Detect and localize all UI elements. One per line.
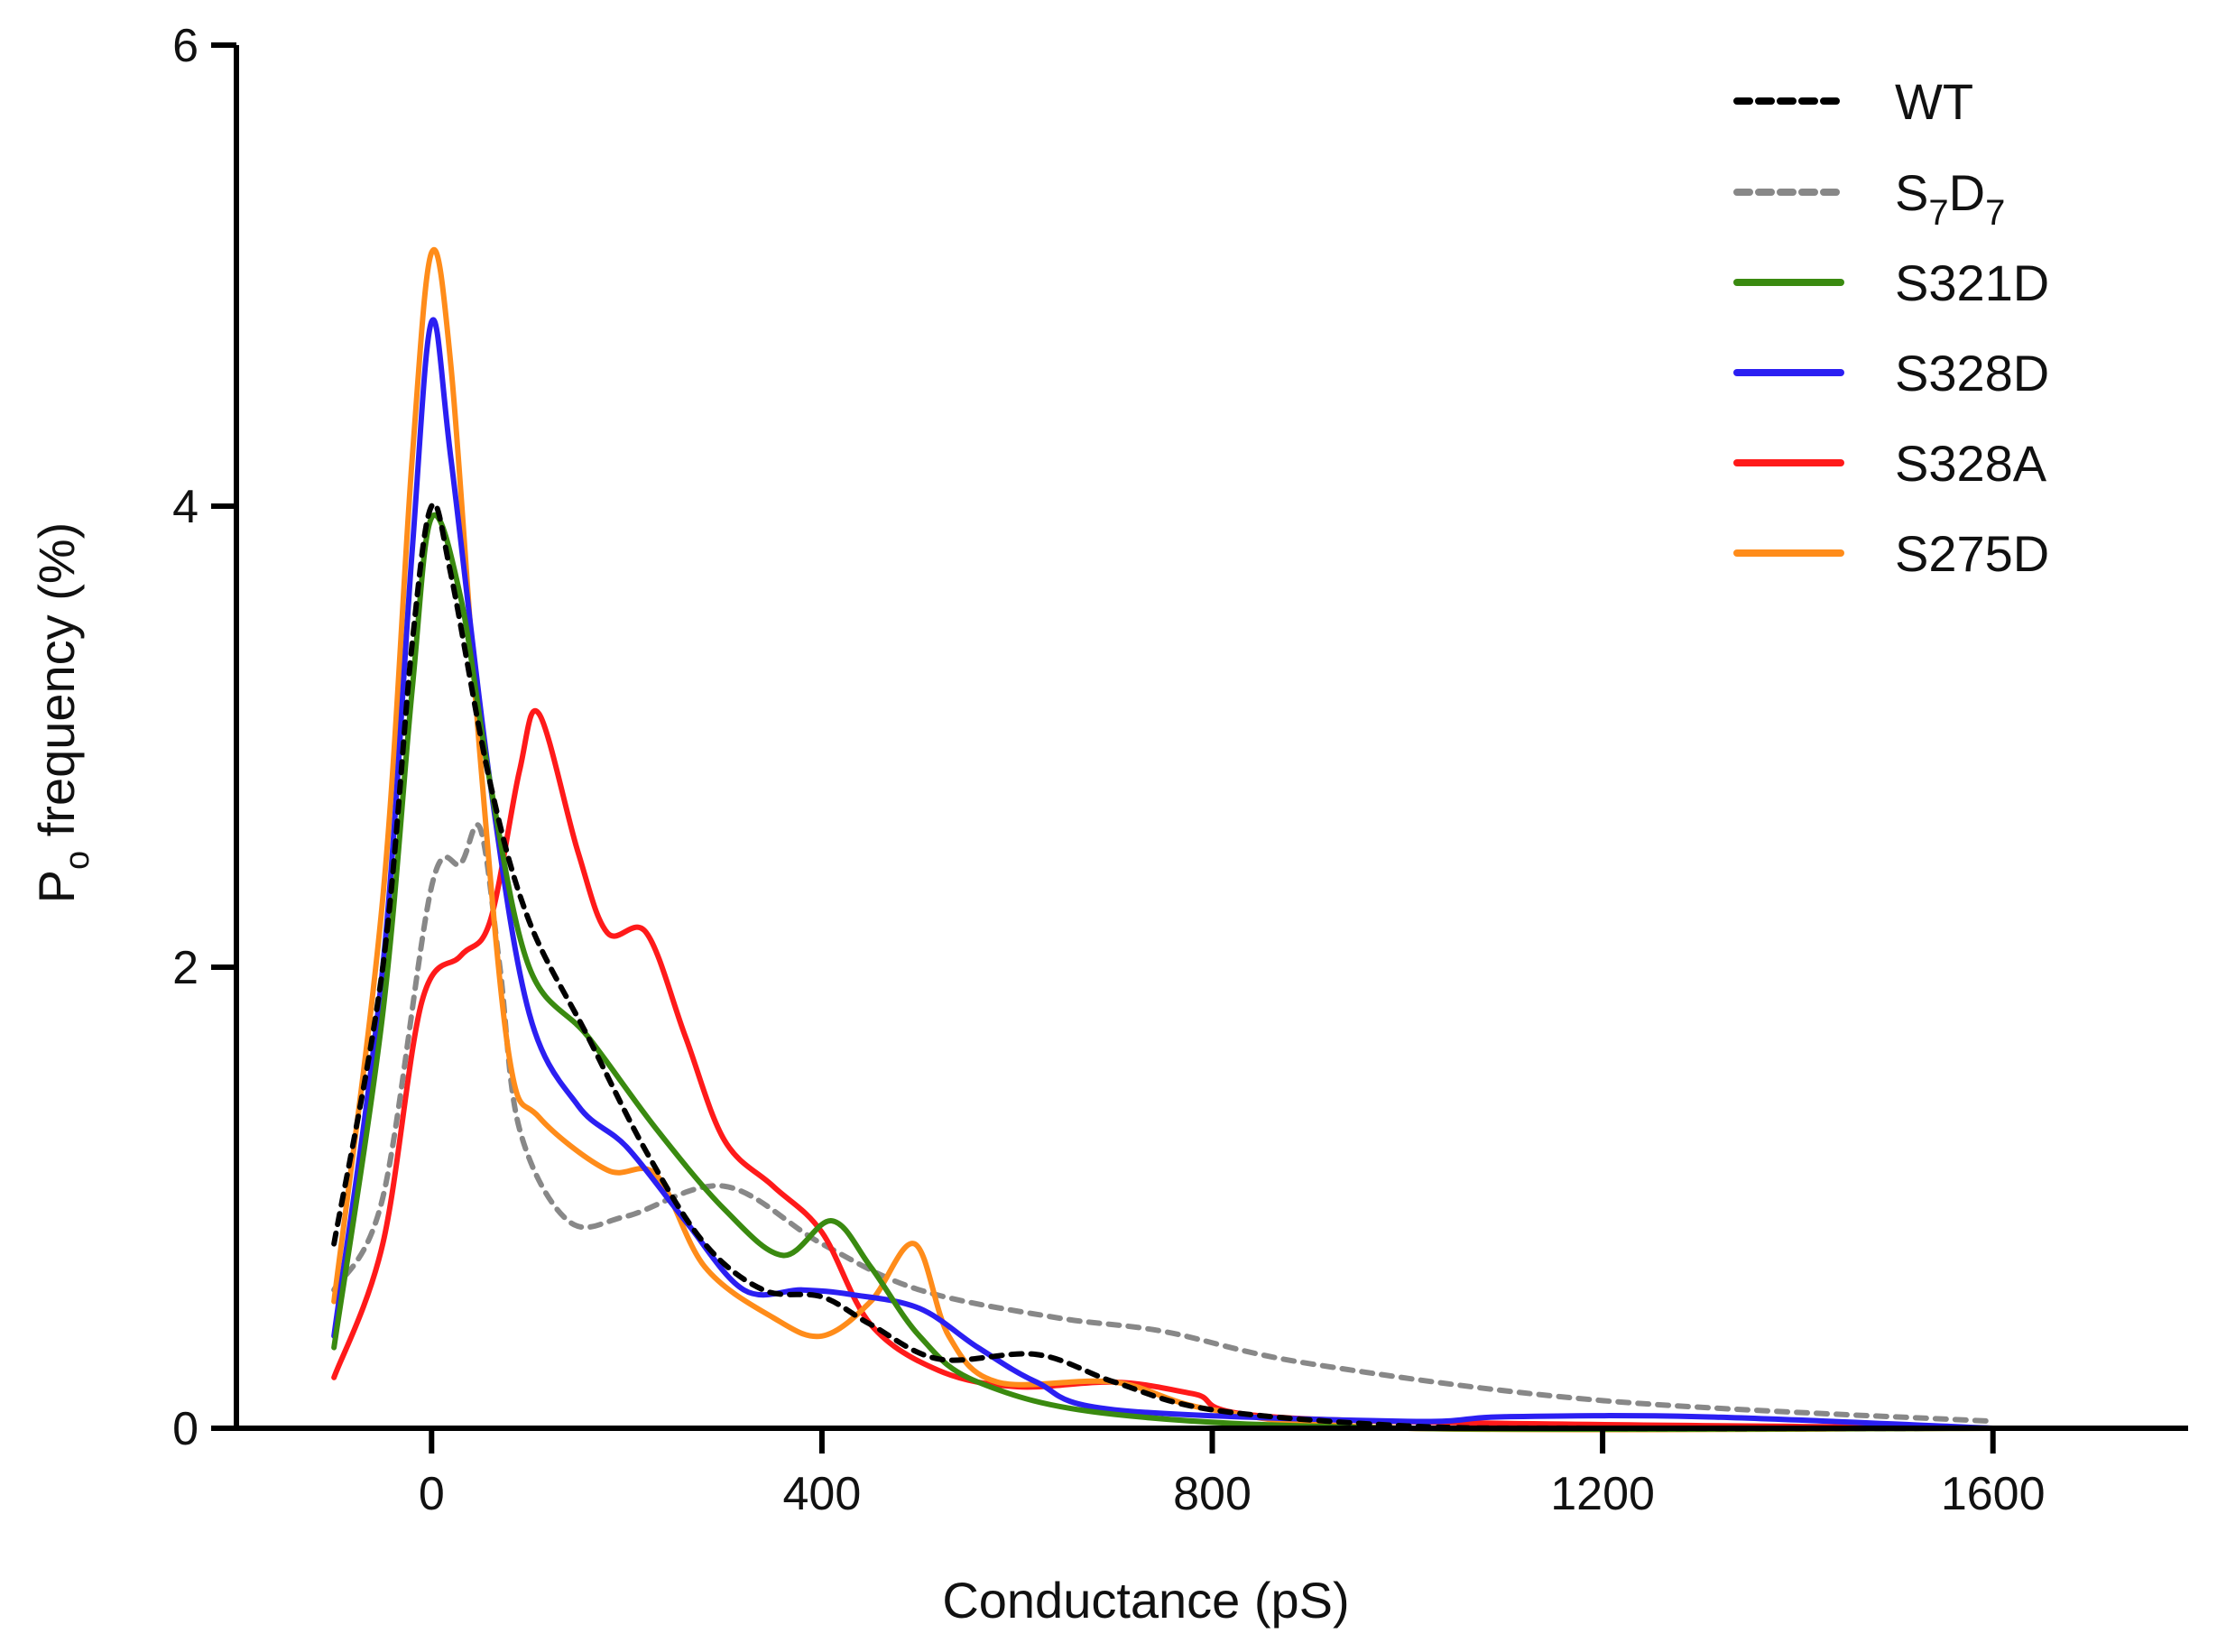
legend-s7d7-s: S <box>1895 164 1928 221</box>
legend-label-s328d: S328D <box>1895 345 2049 401</box>
legend-s7d7-sub2: 7 <box>1985 193 2005 233</box>
series-line-wt <box>331 501 1996 1432</box>
legend: WT S7D7 S321D S328D S328A S275D <box>1733 73 2049 582</box>
legend-label-s275d: S275D <box>1895 525 2049 582</box>
series-line-s275d <box>331 246 1996 1433</box>
legend-label-s328a: S328A <box>1895 435 2047 492</box>
legend-label-wt: WT <box>1895 73 1973 130</box>
y-tick-label: 0 <box>172 1403 199 1455</box>
y-tick-label: 4 <box>172 481 199 533</box>
x-tick-label: 400 <box>783 1468 862 1520</box>
y-axis-title: Po frequency (%) <box>28 522 97 904</box>
x-ticks: 0 400 800 1200 1600 <box>419 1428 2046 1520</box>
legend-s7d7-d: D <box>1949 164 1985 221</box>
series-line-s321d <box>331 512 1996 1433</box>
plot-lines <box>331 246 1996 1433</box>
x-axis-title: Conductance (pS) <box>942 1572 1349 1629</box>
legend-label-s7d7: S7D7 <box>1895 164 2005 233</box>
legend-s7d7-sub1: 7 <box>1928 193 1948 233</box>
y-axis-title-subscript: o <box>59 851 97 870</box>
y-tick-label: 2 <box>172 942 199 994</box>
x-tick-label: 800 <box>1173 1468 1252 1520</box>
y-ticks: 0 2 4 6 <box>172 20 236 1455</box>
series-line-s7d7 <box>331 822 1996 1425</box>
legend-label-s321d: S321D <box>1895 254 2049 311</box>
series-line-s328d <box>331 317 1996 1431</box>
x-tick-label: 1200 <box>1550 1468 1655 1520</box>
x-tick-label: 1600 <box>1941 1468 2046 1520</box>
y-axis-title-p: P <box>28 870 85 903</box>
x-tick-label: 0 <box>419 1468 445 1520</box>
y-axis-title-rest: frequency (%) <box>28 522 85 851</box>
y-tick-label: 6 <box>172 20 199 72</box>
series-line-s328a <box>331 708 1996 1431</box>
